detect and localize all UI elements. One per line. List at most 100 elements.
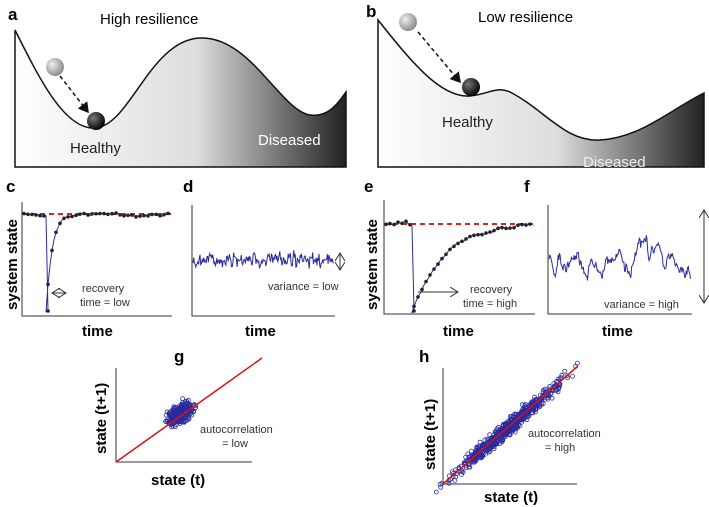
axes	[547, 205, 692, 315]
healthy-label: Healthy	[442, 114, 493, 131]
data-point	[26, 212, 30, 217]
panel-label: d	[183, 177, 193, 196]
panel-a: a High resilience Healthy Diseased	[8, 5, 347, 168]
identity-line	[115, 357, 263, 463]
annotation: time = low	[80, 297, 130, 309]
ball-healthy-icon	[462, 78, 480, 96]
scatter-point	[527, 405, 533, 411]
panel-g: g state (t+1) state (t) autocorrelation …	[93, 347, 273, 489]
scatter-point	[178, 407, 184, 413]
data-point	[118, 213, 122, 217]
scatter-point	[506, 431, 512, 437]
data-point	[98, 211, 102, 216]
scatter-point	[487, 432, 493, 438]
y-axis-label: state (t+1)	[422, 399, 439, 470]
data-point	[476, 232, 480, 237]
data-point	[138, 214, 142, 218]
x-axis-label: time	[443, 323, 474, 340]
scatter-point	[574, 360, 580, 366]
data-point	[22, 211, 26, 216]
scatter-point	[469, 459, 475, 465]
data-point	[102, 211, 106, 216]
annotation: recovery	[470, 284, 513, 296]
data-point	[500, 225, 504, 230]
scatter-point	[508, 422, 514, 428]
scatter-point	[178, 404, 184, 410]
data-point	[504, 226, 508, 231]
axes	[383, 200, 535, 315]
data-point	[50, 248, 54, 253]
x-axis-label: time	[245, 323, 276, 340]
data-point	[524, 223, 528, 227]
data-point	[142, 213, 146, 218]
scatter-point	[522, 405, 528, 411]
data-point	[46, 282, 50, 287]
panel-h: h state (t+1) state (t) autocorrelation …	[419, 347, 601, 506]
scatter-point	[180, 396, 186, 402]
scatter-point	[446, 480, 452, 486]
scatter-point	[453, 474, 459, 480]
data-point	[392, 222, 396, 227]
landscape-low	[377, 17, 705, 168]
y-axis-label: system state	[4, 219, 21, 310]
scatter-point	[546, 393, 552, 399]
healthy-label: Healthy	[70, 140, 121, 157]
scatter-point	[517, 423, 523, 429]
data-point	[154, 212, 158, 217]
scatter-point	[564, 373, 570, 379]
data-point	[452, 244, 456, 249]
diseased-label: Diseased	[583, 154, 646, 171]
data-point	[150, 212, 154, 217]
data-point	[424, 279, 428, 284]
data-point	[94, 211, 98, 216]
data-point	[400, 221, 404, 226]
roll-arrow-icon	[417, 31, 461, 84]
data-point	[412, 304, 416, 309]
scatter-point	[472, 454, 477, 460]
y-axis-label: state (t+1)	[93, 383, 110, 454]
data-point	[384, 222, 388, 227]
panel-title: High resilience	[100, 11, 198, 28]
panel-title: Low resilience	[478, 9, 573, 26]
scatter-point	[551, 381, 557, 386]
scatter-point	[186, 403, 192, 409]
identity-line	[442, 365, 579, 485]
data-point	[428, 273, 432, 277]
data-point	[404, 219, 408, 224]
panel-label: b	[366, 2, 376, 21]
scatter-point	[562, 368, 568, 374]
data-point	[520, 222, 524, 227]
data-point	[114, 211, 118, 215]
scatter-point	[171, 407, 176, 413]
scatter-point	[499, 439, 505, 445]
ball-initial-icon	[399, 13, 417, 31]
y-axis-label: system state	[364, 219, 381, 310]
data-point	[472, 233, 476, 238]
scatter-point	[471, 459, 477, 465]
data-point	[388, 221, 392, 226]
scatter-point	[499, 436, 504, 442]
data-point	[106, 212, 110, 217]
data-point	[58, 221, 62, 226]
scatter-point	[522, 412, 528, 418]
data-point	[38, 213, 42, 218]
data-point	[464, 237, 468, 241]
data-point	[42, 213, 46, 218]
data-point	[460, 239, 464, 244]
scatter-point	[172, 424, 178, 430]
scatter-point	[167, 410, 173, 416]
scatter-point	[542, 386, 548, 392]
scatter-point	[500, 429, 505, 435]
scatter-point	[466, 464, 472, 470]
panel-label: c	[6, 177, 15, 196]
data-point	[130, 213, 134, 217]
scatter-point	[556, 376, 561, 382]
data-point	[488, 230, 492, 234]
data-point	[448, 247, 452, 252]
data-point	[34, 213, 38, 217]
data-point	[46, 309, 50, 313]
data-point	[420, 287, 424, 292]
high-variance-series	[548, 235, 691, 281]
scatter-point	[173, 405, 179, 411]
